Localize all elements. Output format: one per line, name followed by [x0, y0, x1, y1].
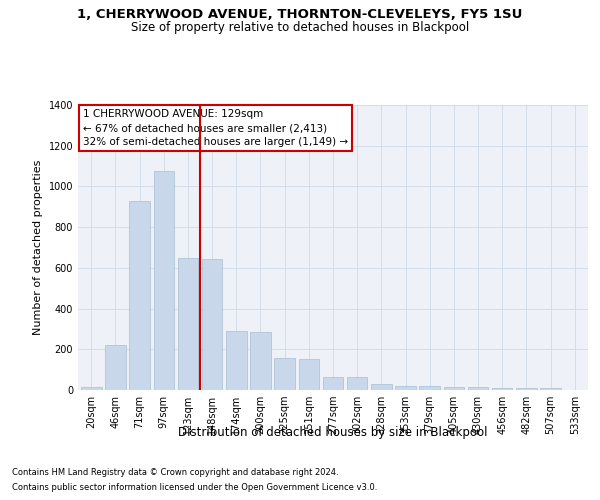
Bar: [226, 331, 247, 390]
Bar: [274, 358, 295, 390]
Text: 1 CHERRYWOOD AVENUE: 129sqm
← 67% of detached houses are smaller (2,413)
32% of : 1 CHERRYWOOD AVENUE: 129sqm ← 67% of det…: [83, 110, 348, 148]
Bar: [250, 332, 271, 390]
Bar: [154, 171, 174, 390]
Bar: [202, 258, 223, 390]
Bar: [105, 345, 126, 390]
Bar: [492, 388, 512, 390]
Text: 1, CHERRYWOOD AVENUE, THORNTON-CLEVELEYS, FY5 1SU: 1, CHERRYWOOD AVENUE, THORNTON-CLEVELEYS…: [77, 8, 523, 20]
Text: Contains HM Land Registry data © Crown copyright and database right 2024.: Contains HM Land Registry data © Crown c…: [12, 468, 338, 477]
Bar: [419, 386, 440, 390]
Bar: [347, 377, 367, 390]
Bar: [395, 386, 416, 390]
Bar: [130, 200, 150, 390]
Bar: [540, 388, 561, 390]
Bar: [516, 388, 536, 390]
Text: Contains public sector information licensed under the Open Government Licence v3: Contains public sector information licen…: [12, 483, 377, 492]
Text: Size of property relative to detached houses in Blackpool: Size of property relative to detached ho…: [131, 21, 469, 34]
Bar: [323, 377, 343, 390]
Bar: [299, 360, 319, 390]
Bar: [443, 387, 464, 390]
Y-axis label: Number of detached properties: Number of detached properties: [33, 160, 43, 335]
Text: Distribution of detached houses by size in Blackpool: Distribution of detached houses by size …: [178, 426, 488, 439]
Bar: [371, 384, 392, 390]
Bar: [81, 387, 101, 390]
Bar: [178, 258, 198, 390]
Bar: [468, 388, 488, 390]
